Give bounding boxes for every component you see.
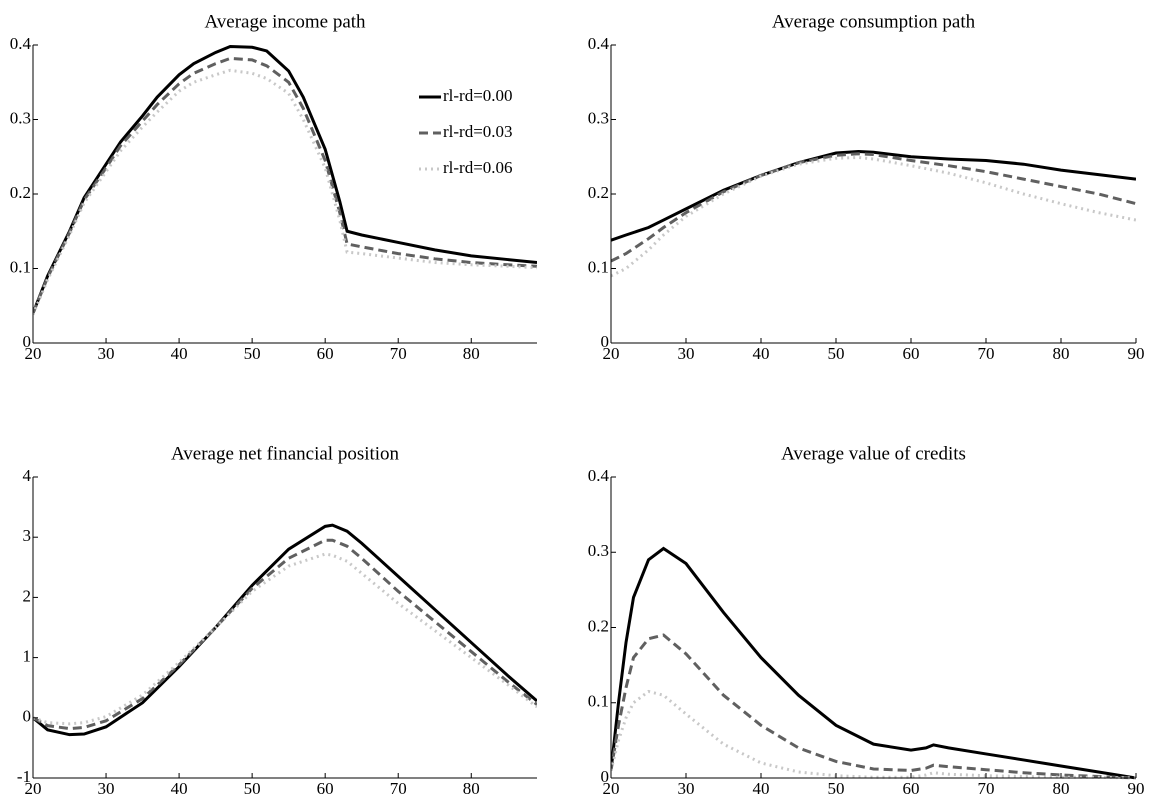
x-tick-label: 20 bbox=[603, 779, 620, 798]
y-tick-label: 1 bbox=[23, 647, 32, 666]
y-tick-label: 0.3 bbox=[588, 108, 609, 127]
x-tick-label: 70 bbox=[978, 344, 995, 363]
chart-title: Average consumption path bbox=[772, 11, 976, 32]
series-line bbox=[33, 68, 537, 316]
x-tick-label: 20 bbox=[25, 344, 42, 363]
y-tick-label: 0.4 bbox=[10, 34, 32, 53]
x-tick-label: 30 bbox=[678, 344, 695, 363]
y-tick-label: 0 bbox=[601, 332, 610, 351]
x-tick-label: 50 bbox=[828, 344, 845, 363]
legend-label: rl-rd=0.00 bbox=[443, 86, 513, 105]
x-tick-label: 50 bbox=[244, 344, 261, 363]
x-tick-label: 70 bbox=[390, 344, 407, 363]
x-tick-label: 20 bbox=[603, 344, 620, 363]
y-tick-label: 0.3 bbox=[10, 108, 31, 127]
y-tick-label: 0.1 bbox=[10, 257, 31, 276]
y-tick-label: -1 bbox=[17, 767, 31, 786]
chart-title: Average income path bbox=[204, 11, 366, 32]
x-tick-label: 80 bbox=[1053, 344, 1070, 363]
y-tick-label: 0 bbox=[23, 332, 32, 351]
y-tick-label: 0.3 bbox=[588, 541, 609, 560]
x-tick-label: 60 bbox=[903, 779, 920, 798]
series-line bbox=[33, 523, 537, 737]
x-tick-label: 20 bbox=[25, 779, 42, 798]
x-tick-label: 60 bbox=[317, 779, 334, 798]
chart-title: Average value of credits bbox=[781, 443, 966, 464]
series-line bbox=[33, 552, 537, 726]
x-tick-label: 50 bbox=[244, 779, 261, 798]
x-tick-label: 40 bbox=[753, 779, 770, 798]
x-tick-label: 40 bbox=[171, 344, 188, 363]
x-tick-label: 60 bbox=[317, 344, 334, 363]
x-tick-label: 80 bbox=[1053, 779, 1070, 798]
x-tick-label: 30 bbox=[98, 779, 115, 798]
y-tick-label: 0.1 bbox=[588, 257, 609, 276]
panel: Average value of credits 0 0.1 0.2 0.3 0.4 20 3… bbox=[588, 443, 1145, 798]
x-tick-label: 80 bbox=[463, 779, 480, 798]
panel: Average net financial position -1 0 1 2 3 4 20 3… bbox=[17, 443, 537, 798]
y-tick-label: 0.2 bbox=[10, 183, 31, 202]
y-tick-label: 0.4 bbox=[588, 34, 610, 53]
x-tick-label: 90 bbox=[1128, 779, 1145, 798]
x-tick-label: 50 bbox=[828, 779, 845, 798]
x-tick-label: 40 bbox=[753, 344, 770, 363]
y-tick-label: 0.4 bbox=[588, 466, 610, 485]
series-line bbox=[33, 56, 537, 314]
x-tick-label: 80 bbox=[463, 344, 480, 363]
y-tick-label: 0 bbox=[23, 707, 32, 726]
y-tick-label: 0.2 bbox=[588, 616, 609, 635]
series-line bbox=[611, 150, 1136, 242]
series-line bbox=[611, 633, 1136, 780]
legend-label: rl-rd=0.03 bbox=[443, 122, 513, 141]
series-line bbox=[33, 44, 537, 314]
legend-label: rl-rd=0.06 bbox=[443, 158, 513, 177]
series-line bbox=[611, 152, 1136, 263]
x-tick-label: 90 bbox=[1128, 344, 1145, 363]
x-tick-label: 70 bbox=[390, 779, 407, 798]
y-tick-label: 2 bbox=[23, 586, 32, 605]
x-tick-label: 40 bbox=[171, 779, 188, 798]
x-tick-label: 70 bbox=[978, 779, 995, 798]
series-line bbox=[611, 155, 1136, 278]
series-line bbox=[611, 546, 1136, 780]
y-tick-label: 0.2 bbox=[588, 183, 609, 202]
panel: Average consumption path 0 0.1 0.2 0.3 0.4 20 3… bbox=[588, 11, 1145, 363]
panel: Average income path 0 0.1 0.2 0.3 0.4 20 30 40 50… bbox=[10, 11, 537, 363]
y-tick-label: 0 bbox=[601, 767, 610, 786]
x-tick-label: 30 bbox=[98, 344, 115, 363]
x-tick-label: 60 bbox=[903, 344, 920, 363]
y-tick-label: 4 bbox=[23, 466, 32, 485]
chart-title: Average net financial position bbox=[171, 443, 400, 464]
y-tick-label: 3 bbox=[23, 526, 32, 545]
x-tick-label: 30 bbox=[678, 779, 695, 798]
y-tick-label: 0.1 bbox=[588, 692, 609, 711]
